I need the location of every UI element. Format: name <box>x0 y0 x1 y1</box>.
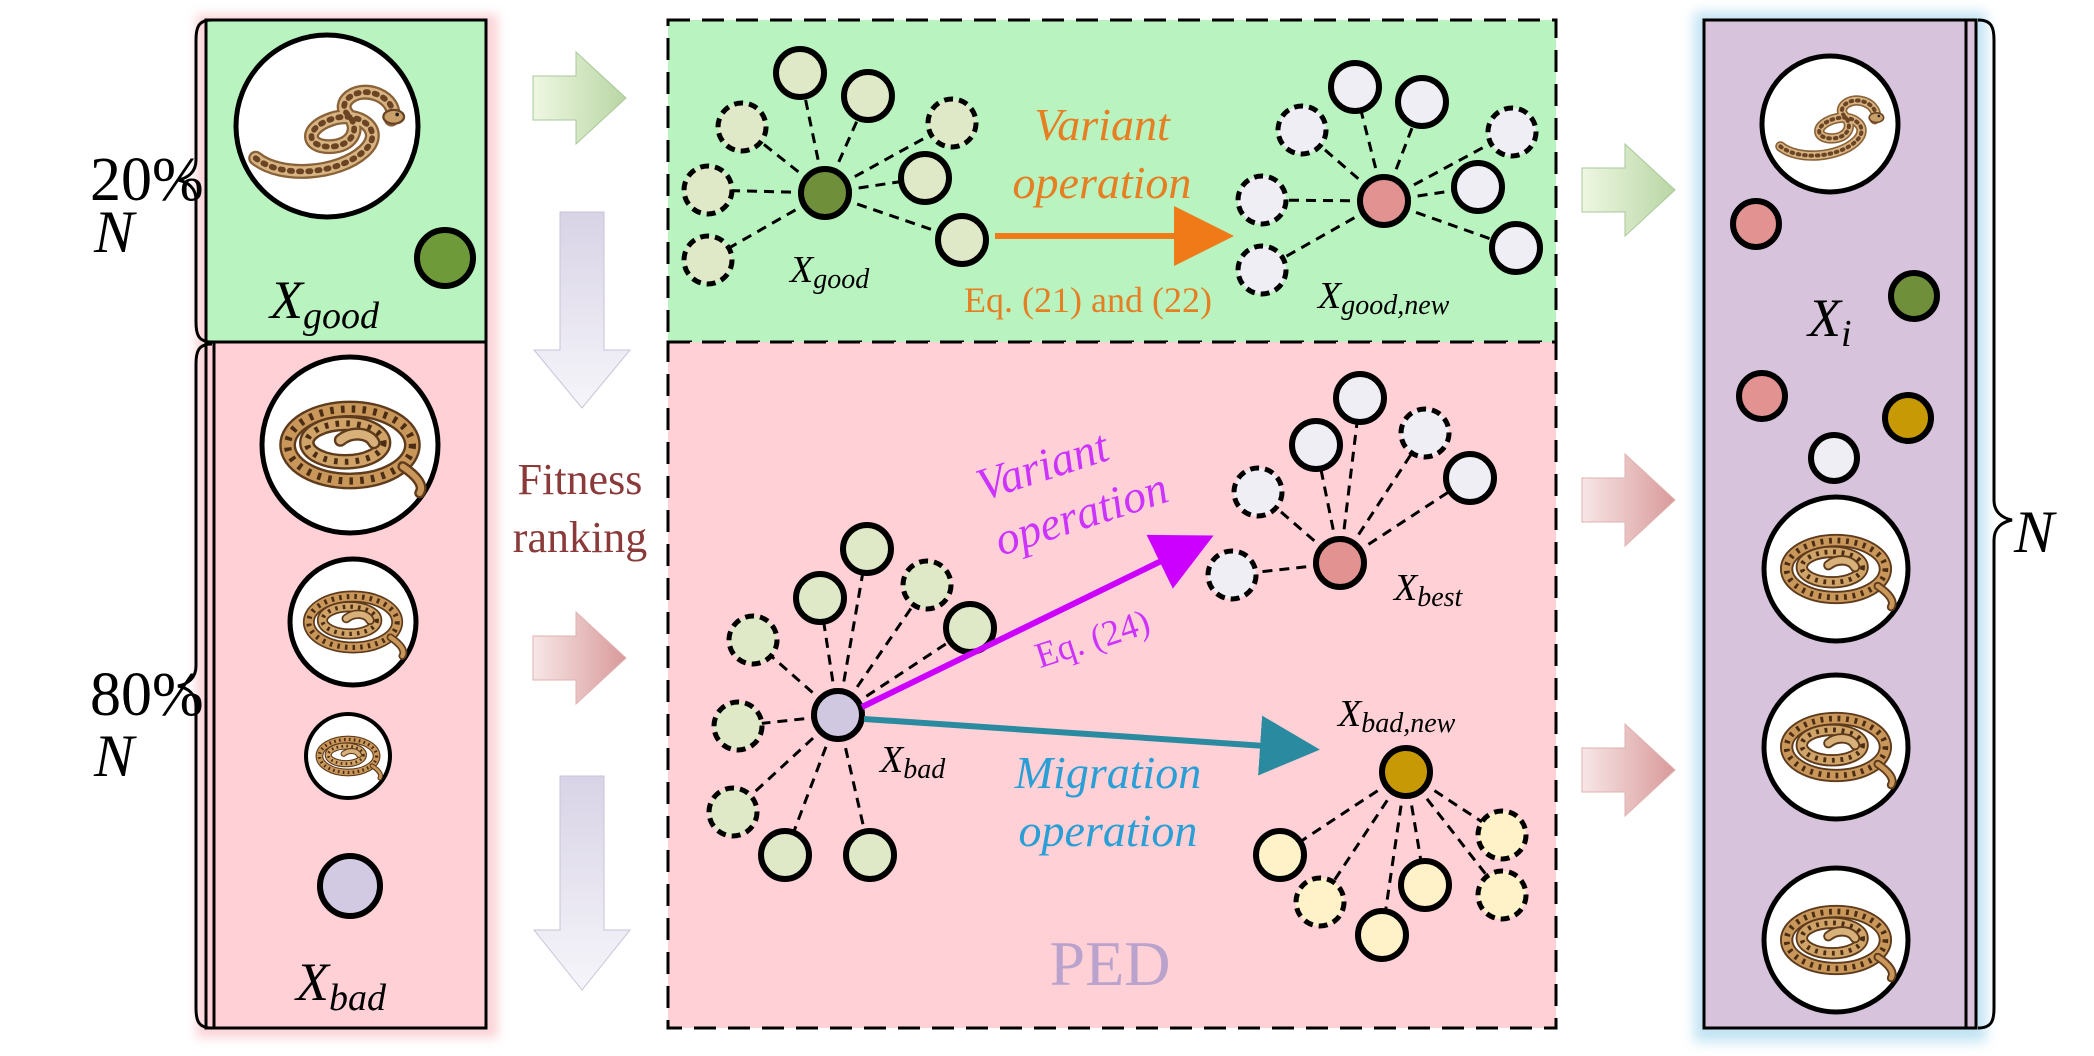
bad-network-nodes <box>706 522 997 882</box>
pop-snake-circle-3 <box>1761 672 1911 822</box>
good-new-network-nodes <box>1235 60 1543 297</box>
brace-80 <box>177 342 213 1030</box>
x-good-mid-label: Xgood <box>788 249 870 295</box>
label-80pct: 80% <box>90 661 204 729</box>
good-node <box>414 227 476 289</box>
arrow-down-2 <box>532 775 632 991</box>
x-good-new-label: Xgood,new <box>1316 275 1450 321</box>
migration-arrow <box>863 715 1320 776</box>
fitness-label-line1: Fitness <box>518 455 643 504</box>
x-bad-mid-label: Xbad <box>878 739 946 785</box>
label-n-right: N <box>2013 499 2057 565</box>
ped-label: PED <box>1050 928 1171 999</box>
pop-node-pink-2 <box>1736 370 1788 422</box>
pop-node-gold <box>1882 392 1934 444</box>
x-good-left-label: Xgood <box>268 270 380 337</box>
bad-snake-circle-1 <box>259 354 441 536</box>
x-bad-new-label: Xbad,new <box>1336 693 1456 739</box>
label-n-top: N <box>93 199 137 265</box>
variant-arrow-bottom <box>860 534 1214 710</box>
pop-node-green <box>1888 270 1940 322</box>
label-20pct: 20% <box>90 146 204 214</box>
pop-snake-circle-2 <box>1761 494 1911 644</box>
pop-node-pink-1 <box>1730 198 1782 250</box>
good-network-nodes <box>681 46 989 287</box>
arrow-down-1 <box>532 211 632 409</box>
bad-snake-circle-3 <box>304 712 392 800</box>
bad-snake-circle-2 <box>287 556 419 688</box>
migration-line1: Migration <box>1014 747 1202 798</box>
brace-n <box>1977 18 2013 1030</box>
arrow-right-pink-3 <box>1581 722 1676 818</box>
label-n-bottom: N <box>93 723 137 789</box>
eq-21-22-label: Eq. (21) and (22) <box>964 280 1212 320</box>
brace-20 <box>177 18 213 344</box>
fitness-label-line2: ranking <box>513 513 647 562</box>
best-network-nodes <box>1205 371 1497 602</box>
bad-node <box>317 853 383 919</box>
arrow-right-pink <box>532 610 627 706</box>
migration-line2: operation <box>1019 805 1198 856</box>
x-best-label: Xbest <box>1392 567 1464 613</box>
bad-new-network-nodes <box>1253 745 1529 962</box>
arrow-right-pink-2 <box>1581 452 1676 548</box>
pop-node-white <box>1808 432 1860 484</box>
arrow-right-green-2 <box>1581 142 1676 238</box>
variant-top-line2: operation <box>1013 157 1192 208</box>
pop-snake-circle-4 <box>1761 865 1911 1015</box>
x-i-label: Xi <box>1806 288 1852 355</box>
arrow-right-green <box>532 50 627 146</box>
variant-top-line1: Variant <box>1034 99 1171 150</box>
x-bad-left-label: Xbad <box>294 952 387 1019</box>
